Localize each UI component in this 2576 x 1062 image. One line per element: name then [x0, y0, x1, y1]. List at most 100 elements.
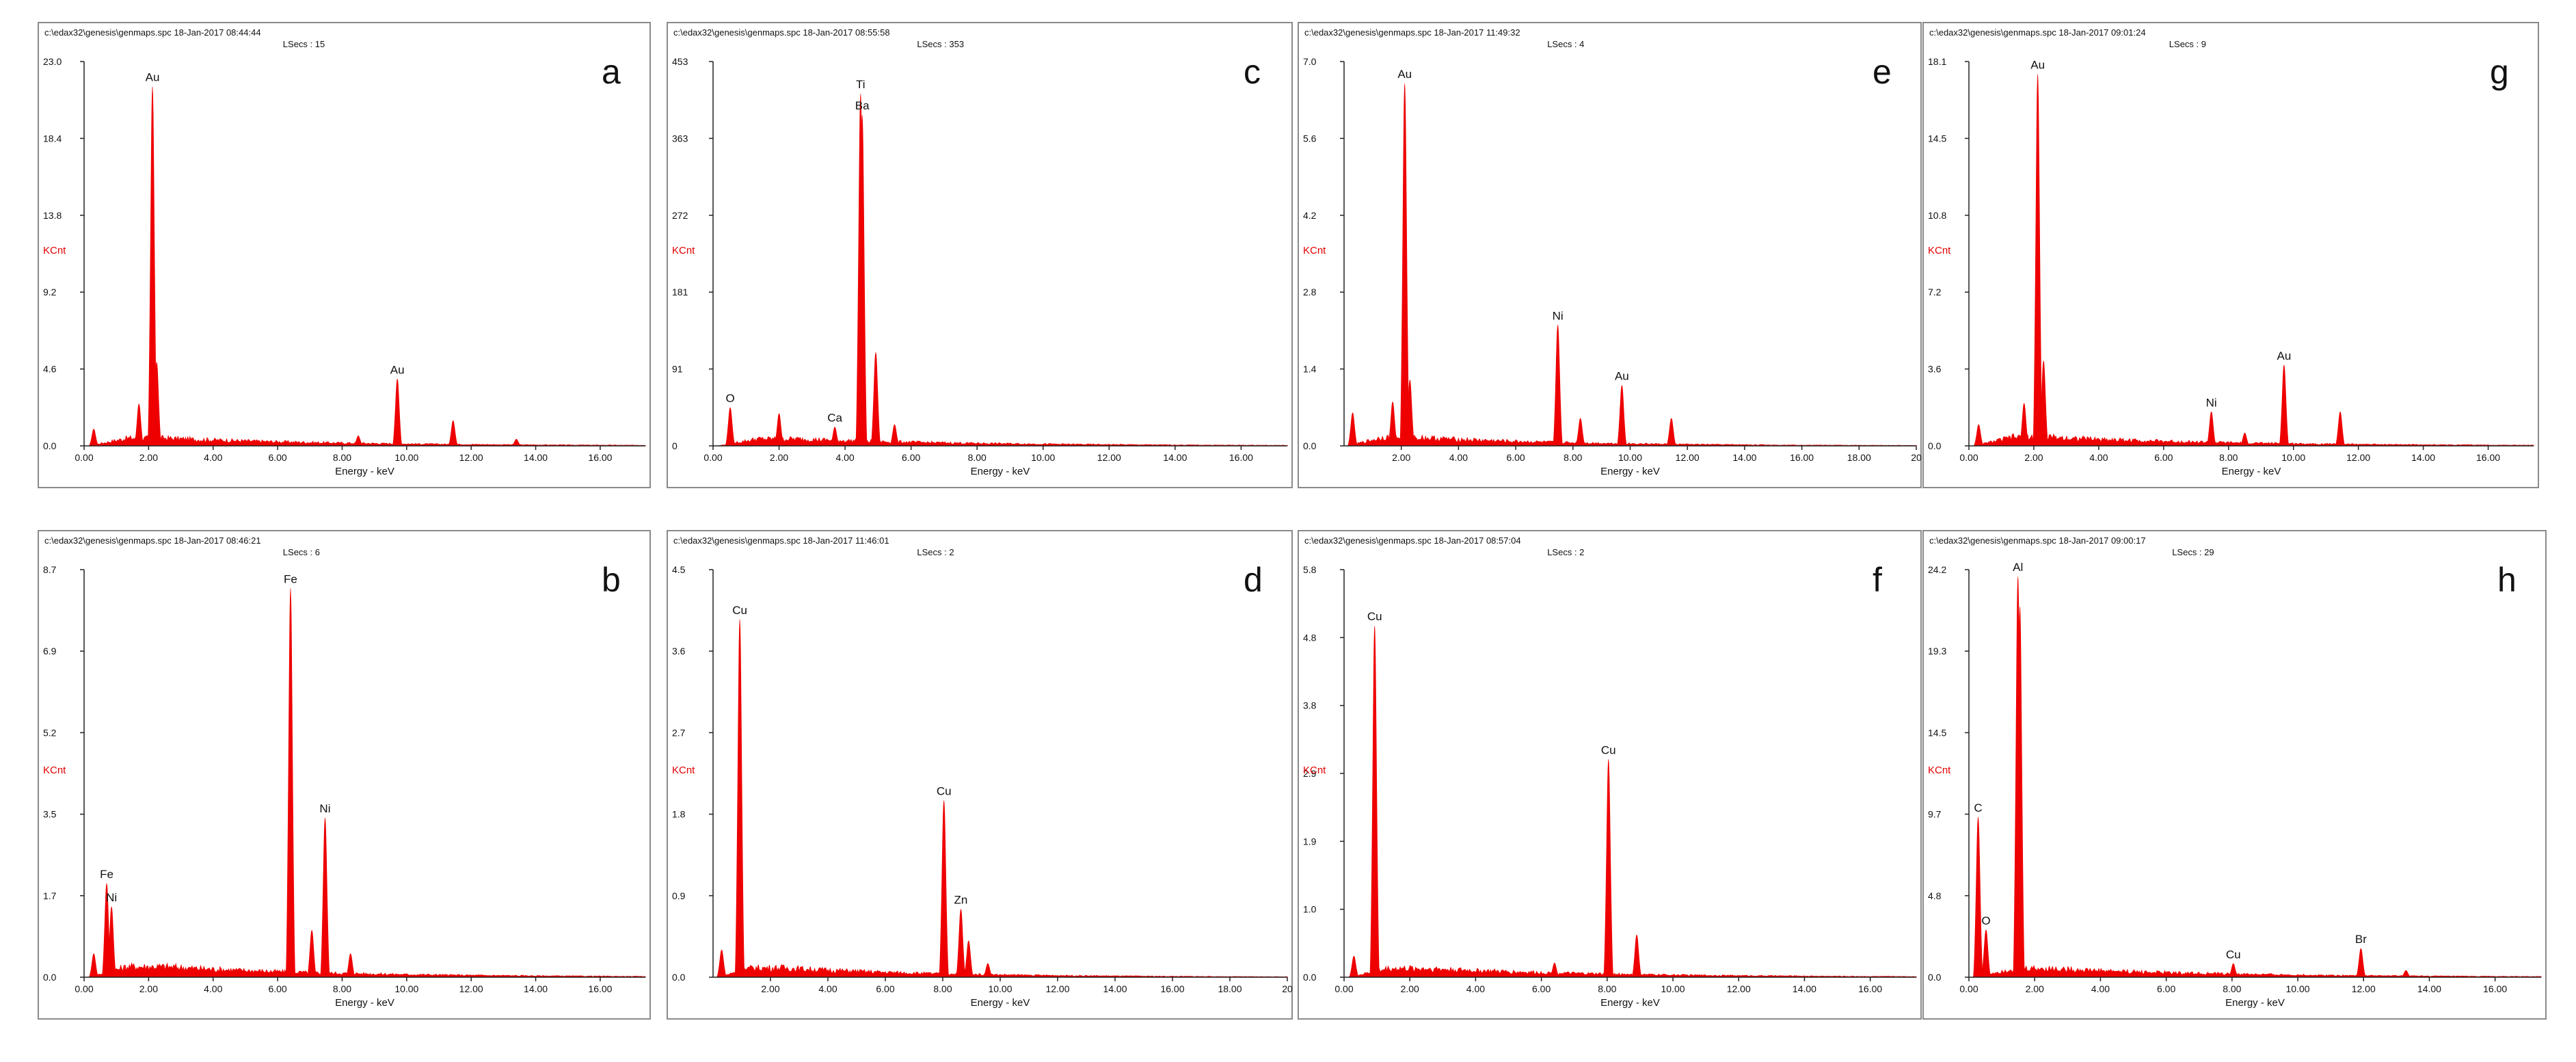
spectrum-peak: [1552, 324, 1564, 447]
x-axis-label: Energy - keV: [2225, 997, 2285, 1009]
peak-label: Ba: [855, 99, 870, 112]
spectrum-peak: [2279, 364, 2290, 447]
spectrum-header: c:\edax32\genesis\genmaps.spc 18-Jan-201…: [673, 27, 890, 38]
y-tick-label: 181: [672, 287, 688, 297]
peak-label: Zn: [954, 894, 968, 907]
x-tick-label: 12.00: [1097, 452, 1121, 463]
x-tick-label: 4.00: [1466, 983, 1485, 994]
panel-letter: d: [1244, 561, 1263, 599]
x-tick-label: 12.00: [1676, 452, 1700, 463]
y-tick-label: 4.5: [672, 564, 686, 575]
y-tick-label: 24.2: [1928, 564, 1946, 575]
spectrum-peak: [2038, 360, 2050, 447]
x-tick-label: 10.00: [988, 983, 1012, 994]
panel-frame: [1922, 530, 2547, 1020]
y-tick-label: 0.0: [43, 972, 57, 983]
peak-label: Fe: [284, 572, 297, 585]
x-tick-label: 20: [1282, 983, 1293, 994]
x-tick-label: 10.00: [1661, 983, 1685, 994]
spectrum-background: [1344, 964, 1917, 978]
peak-label: Cu: [937, 785, 952, 798]
x-tick-label: 14.00: [1163, 452, 1187, 463]
spectrum-peak: [392, 378, 403, 447]
spectrum-peak: [773, 413, 785, 447]
peak-label: Au: [146, 71, 160, 84]
x-tick-label: 8.00: [968, 452, 987, 463]
x-tick-label: 8.00: [2223, 983, 2241, 994]
panel-letter: c: [1244, 53, 1261, 91]
spectrum-peak: [725, 407, 736, 447]
x-tick-label: 16.00: [2476, 452, 2500, 463]
y-tick-label: 0: [672, 440, 677, 451]
spectrum-peak: [151, 362, 163, 447]
y-tick-label: 14.5: [1928, 727, 1946, 738]
x-tick-label: 14.00: [2417, 983, 2441, 994]
x-tick-label: 6.00: [2157, 983, 2175, 994]
x-tick-label: 4.00: [2089, 452, 2108, 463]
y-axis-label: KCnt: [672, 765, 695, 776]
panel-frame: [38, 530, 651, 1020]
y-tick-label: 19.3: [1928, 646, 1946, 656]
x-tick-label: 12.00: [459, 452, 483, 463]
x-tick-label: 4.00: [204, 452, 222, 463]
spectrum-header: c:\edax32\genesis\genmaps.spc 18-Jan-201…: [673, 535, 889, 546]
panel-letter: e: [1873, 53, 1892, 91]
spectrum-peak: [2355, 948, 2367, 978]
spectrum-peak: [285, 587, 296, 978]
x-tick-label: 16.00: [588, 983, 612, 994]
x-tick-label: 12.00: [1045, 983, 1069, 994]
spectrum-peak: [1602, 758, 1614, 978]
x-tick-label: 4.00: [1449, 452, 1468, 463]
y-tick-label: 5.8: [1303, 564, 1317, 575]
peak-label: O: [1981, 914, 1990, 927]
panel-letter: g: [2490, 53, 2509, 91]
spectrum-peak: [2205, 411, 2217, 447]
spectrum-peak: [1387, 401, 1399, 447]
peak-label: O: [725, 392, 734, 405]
x-tick-label: 2.00: [2026, 983, 2044, 994]
spectrum-peak: [88, 429, 99, 447]
spectrum-peak: [2014, 606, 2026, 978]
spectrum-peak: [1399, 83, 1410, 447]
y-tick-label: 7.2: [1928, 287, 1942, 297]
panel-frame: [1922, 22, 2539, 488]
x-tick-label: 10.00: [394, 452, 418, 463]
live-seconds: LSecs : 2: [917, 547, 954, 557]
y-tick-label: 5.2: [43, 727, 57, 738]
x-axis-label: Energy - keV: [2222, 466, 2281, 477]
x-tick-label: 4.00: [818, 983, 837, 994]
x-tick-label: 0.00: [1959, 983, 1978, 994]
peak-label: Ni: [106, 891, 117, 904]
y-tick-label: 0.0: [1928, 972, 1942, 983]
spectrum-header: c:\edax32\genesis\genmaps.spc 18-Jan-201…: [1304, 535, 1521, 546]
x-tick-label: 2.00: [1401, 983, 1419, 994]
x-tick-label: 8.00: [333, 983, 351, 994]
y-tick-label: 13.8: [43, 210, 62, 221]
y-axis-label: KCnt: [43, 765, 66, 776]
y-axis-label: KCnt: [1928, 765, 1951, 776]
x-tick-label: 12.00: [2346, 452, 2370, 463]
peak-label: Fe: [100, 868, 113, 881]
spectrum-peak: [2018, 403, 2030, 447]
x-tick-label: 0.00: [703, 452, 722, 463]
x-tick-label: 4.00: [204, 983, 222, 994]
spectrum-peak: [829, 427, 841, 447]
peak-label: Ca: [827, 412, 842, 425]
x-tick-label: 10.00: [394, 983, 418, 994]
y-tick-label: 0.0: [1303, 440, 1317, 451]
live-seconds: LSecs : 29: [2172, 547, 2214, 557]
y-tick-label: 1.7: [43, 890, 57, 901]
peak-label: Al: [2013, 561, 2023, 574]
x-tick-label: 14.00: [2411, 452, 2435, 463]
spectrum-peak: [1972, 817, 1984, 978]
y-tick-label: 0.0: [672, 972, 686, 983]
spectrum-peak: [982, 963, 993, 978]
panel-letter: b: [602, 561, 621, 599]
x-tick-label: 18.00: [1847, 452, 1871, 463]
spectrum-header: c:\edax32\genesis\genmaps.spc 18-Jan-201…: [1929, 535, 2146, 546]
x-tick-label: 8.00: [2219, 452, 2238, 463]
x-axis-label: Energy - keV: [971, 466, 1030, 477]
y-axis-label: KCnt: [672, 245, 695, 256]
y-tick-label: 9.2: [43, 287, 57, 297]
y-tick-label: 5.6: [1303, 133, 1317, 144]
